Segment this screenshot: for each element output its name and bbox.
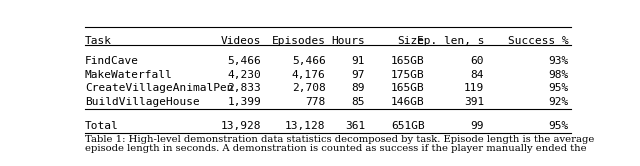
Text: 2,708: 2,708 — [292, 83, 326, 93]
Text: CreateVillageAnimalPen: CreateVillageAnimalPen — [85, 83, 234, 93]
Text: 175GB: 175GB — [391, 70, 425, 80]
Text: 85: 85 — [352, 97, 365, 107]
Text: Success %: Success % — [508, 36, 568, 46]
Text: 119: 119 — [464, 83, 484, 93]
Text: 89: 89 — [352, 83, 365, 93]
Text: 361: 361 — [345, 121, 365, 131]
Text: 13,128: 13,128 — [285, 121, 326, 131]
Text: Episodes: Episodes — [271, 36, 326, 46]
Text: Table 1: High-level demonstration data statistics decomposed by task. Episode le: Table 1: High-level demonstration data s… — [85, 135, 595, 144]
Text: 60: 60 — [471, 56, 484, 66]
Text: 4,230: 4,230 — [227, 70, 261, 80]
Text: 98%: 98% — [548, 70, 568, 80]
Text: Total: Total — [85, 121, 118, 131]
Text: BuildVillageHouse: BuildVillageHouse — [85, 97, 200, 107]
Text: 99: 99 — [471, 121, 484, 131]
Text: Hours: Hours — [332, 36, 365, 46]
Text: 651GB: 651GB — [391, 121, 425, 131]
Text: 778: 778 — [305, 97, 326, 107]
Text: Videos: Videos — [221, 36, 261, 46]
Text: 2,833: 2,833 — [227, 83, 261, 93]
Text: 1,399: 1,399 — [227, 97, 261, 107]
Text: MakeWaterfall: MakeWaterfall — [85, 70, 173, 80]
Text: 95%: 95% — [548, 121, 568, 131]
Text: 13,928: 13,928 — [221, 121, 261, 131]
Text: 4,176: 4,176 — [292, 70, 326, 80]
Text: 84: 84 — [471, 70, 484, 80]
Text: 165GB: 165GB — [391, 56, 425, 66]
Text: 97: 97 — [352, 70, 365, 80]
Text: FindCave: FindCave — [85, 56, 139, 66]
Text: Ep. len, s: Ep. len, s — [417, 36, 484, 46]
Text: episode length in seconds. A demonstration is counted as success if the player m: episode length in seconds. A demonstrati… — [85, 144, 587, 153]
Text: 5,466: 5,466 — [227, 56, 261, 66]
Text: 5,466: 5,466 — [292, 56, 326, 66]
Text: 91: 91 — [352, 56, 365, 66]
Text: 92%: 92% — [548, 97, 568, 107]
Text: Size: Size — [397, 36, 425, 46]
Text: 93%: 93% — [548, 56, 568, 66]
Text: 95%: 95% — [548, 83, 568, 93]
Text: Task: Task — [85, 36, 112, 46]
Text: 165GB: 165GB — [391, 83, 425, 93]
Text: 146GB: 146GB — [391, 97, 425, 107]
Text: 391: 391 — [464, 97, 484, 107]
